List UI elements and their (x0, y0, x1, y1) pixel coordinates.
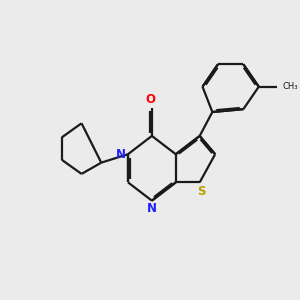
Text: O: O (146, 93, 156, 106)
Text: S: S (197, 184, 206, 198)
Text: N: N (116, 148, 126, 161)
Text: N: N (147, 202, 157, 215)
Text: CH₃: CH₃ (282, 82, 298, 91)
